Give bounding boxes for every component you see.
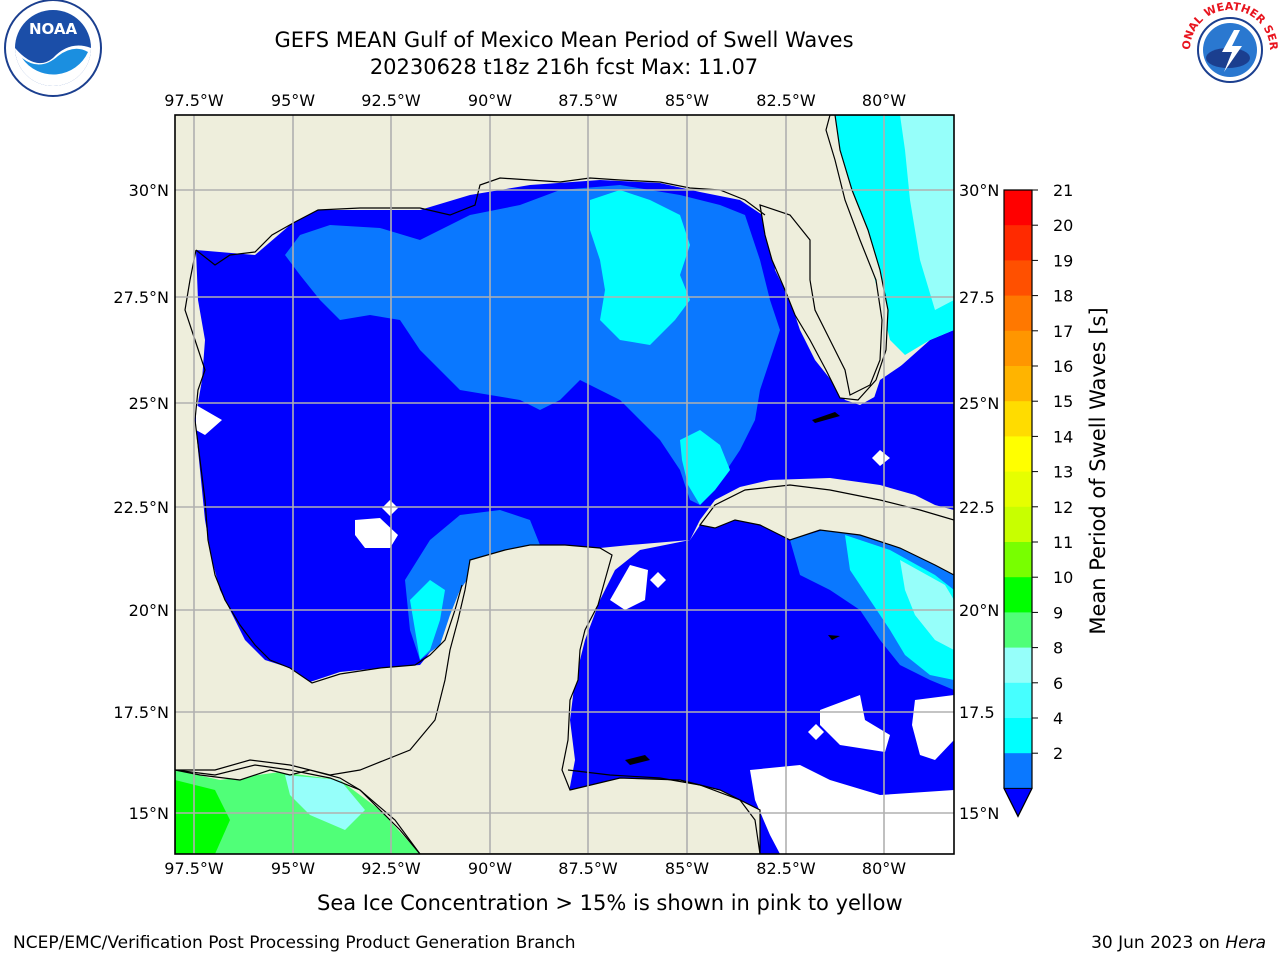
lon-label-bottom: 95°W xyxy=(271,859,315,878)
lon-label-top: 82.5°W xyxy=(756,91,816,110)
colorbar-segment xyxy=(1004,330,1032,367)
noaa-logo-icon: NOAA xyxy=(4,0,102,97)
lon-label-bottom: 92.5°W xyxy=(361,859,421,878)
noaa-logo-text: NOAA xyxy=(29,20,78,38)
credit-left: NCEP/EMC/Verification Post Processing Pr… xyxy=(13,933,576,953)
colorbar-tick-label: 20 xyxy=(1053,216,1073,235)
colorbar-segment xyxy=(1004,260,1032,297)
colorbar-tick-label: 16 xyxy=(1053,357,1073,376)
central-america-coastline xyxy=(175,764,421,854)
pacific-water xyxy=(175,770,420,854)
lat-label-right: 30°N xyxy=(959,181,999,200)
colorbar-tick-label: 19 xyxy=(1053,251,1073,270)
credit-right: 30 Jun 2023 on Hera xyxy=(1091,932,1266,954)
colorbar-segment xyxy=(1004,647,1032,684)
lat-label-right: 15°N xyxy=(959,804,999,823)
lon-label-bottom: 82.5°W xyxy=(756,859,816,878)
colorbar-segment xyxy=(1004,542,1032,578)
lat-label-right: 22.5 xyxy=(959,498,995,517)
colorbar-tick-label: 18 xyxy=(1053,287,1073,306)
colorbar-tick-label: 15 xyxy=(1053,392,1073,411)
lat-label-left: 25°N xyxy=(129,394,169,413)
colorbar-tick-label: 17 xyxy=(1053,322,1073,341)
colorbar-segment xyxy=(1004,190,1032,226)
lon-label-bottom: 85°W xyxy=(665,859,709,878)
lat-label-right: 20°N xyxy=(959,601,999,620)
gulf-coastline xyxy=(184,177,766,684)
colorbar-tick-label: 14 xyxy=(1053,427,1073,446)
chart-subtitle: 20230628 t18z 216h fcst Max: 11.07 xyxy=(369,55,759,79)
colorbar-segment xyxy=(1004,753,1032,789)
lon-label-top: 80°W xyxy=(862,91,906,110)
colorbar-segment xyxy=(1004,366,1032,402)
lat-label-left: 20°N xyxy=(129,601,169,620)
colorbar-segment xyxy=(1004,471,1032,508)
colorbar-segment xyxy=(1004,612,1032,649)
colorbar-tick-label: 10 xyxy=(1053,568,1073,587)
colorbar-segment xyxy=(1004,718,1032,754)
lat-label-left: 15°N xyxy=(129,804,169,823)
yucatan-land xyxy=(175,544,761,854)
lat-label-left: 22.5°N xyxy=(113,498,169,517)
colorbar-segment xyxy=(1004,436,1032,473)
colorbar-extend-arrow xyxy=(1003,787,1033,818)
colorbar-tick-label: 12 xyxy=(1053,498,1073,517)
colorbar-segment xyxy=(1004,225,1032,261)
colorbar-tick-label: 4 xyxy=(1053,709,1063,728)
colorbar-tick-label: 21 xyxy=(1053,181,1073,200)
nws-logo-icon: NATIONAL WEATHER SERVICE xyxy=(1178,0,1280,97)
map-frame xyxy=(174,114,955,855)
lon-label-top: 87.5°W xyxy=(558,91,618,110)
colorbar-tick-label: 8 xyxy=(1053,639,1063,658)
sea-ice-note: Sea Ice Concentration > 15% is shown in … xyxy=(317,891,903,915)
colorbar-tick-label: 9 xyxy=(1053,603,1063,622)
lon-label-bottom: 90°W xyxy=(468,859,512,878)
chart-title: GEFS MEAN Gulf of Mexico Mean Period of … xyxy=(274,28,854,52)
lon-label-top: 92.5°W xyxy=(361,91,421,110)
lon-label-bottom: 80°W xyxy=(862,859,906,878)
colorbar: 21 20 19 18 17 16 15 14 13 12 11 10 9 8 6 4 2 xyxy=(1003,181,1073,818)
lon-label-top: 90°W xyxy=(468,91,512,110)
colorbar-segment xyxy=(1004,401,1032,437)
lon-label-top: 95°W xyxy=(271,91,315,110)
colorbar-segment xyxy=(1004,506,1032,543)
colorbar-segment xyxy=(1004,682,1032,719)
credit-date: 30 Jun 2023 on xyxy=(1091,933,1226,953)
colorbar-tick-label: 2 xyxy=(1053,744,1063,763)
colorbar-tick-label: 6 xyxy=(1053,674,1063,693)
colorbar-tick-label: 11 xyxy=(1053,533,1073,552)
colorbar-tick-label: 13 xyxy=(1053,463,1073,482)
lat-label-right: 27.5 xyxy=(959,288,995,307)
lon-label-bottom: 97.5°W xyxy=(164,859,224,878)
lat-label-right: 17.5 xyxy=(959,703,995,722)
period-band-6-8 xyxy=(590,190,690,345)
lat-label-left: 30°N xyxy=(129,181,169,200)
lon-label-top: 97.5°W xyxy=(164,91,224,110)
colorbar-label: Mean Period of Swell Waves [s] xyxy=(1086,307,1110,634)
colorbar-segment xyxy=(1004,295,1032,332)
credit-host: Hera xyxy=(1225,933,1266,953)
lat-label-left: 27.5°N xyxy=(113,288,169,307)
missing-data xyxy=(196,405,222,435)
florida-land xyxy=(759,115,954,401)
colorbar-segment xyxy=(1004,577,1032,613)
colorbar-frame xyxy=(1003,189,1033,818)
island xyxy=(625,755,650,765)
lat-label-left: 17.5°N xyxy=(113,703,169,722)
lon-label-bottom: 87.5°W xyxy=(558,859,618,878)
lat-label-right: 25°N xyxy=(959,394,999,413)
lon-label-top: 85°W xyxy=(665,91,709,110)
graticule xyxy=(175,115,954,854)
